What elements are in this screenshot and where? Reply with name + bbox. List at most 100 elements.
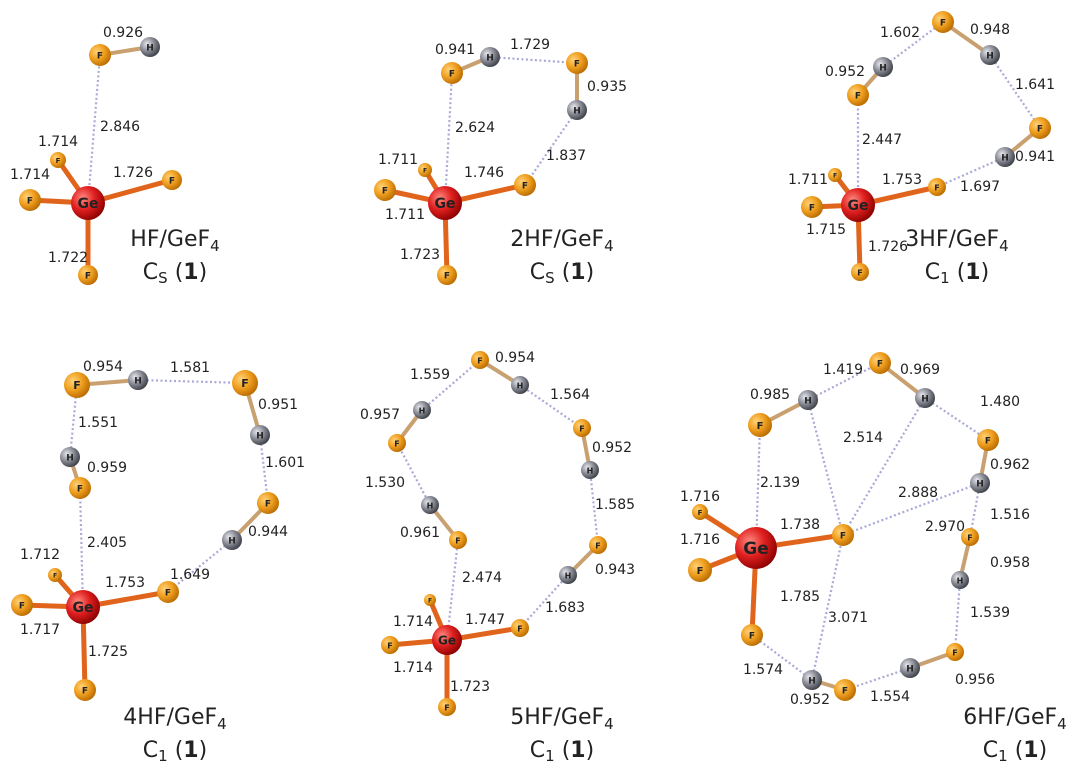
atom-label: F — [940, 19, 946, 29]
atom-label: F — [985, 437, 991, 447]
atom-label: F — [522, 182, 528, 192]
bond-length: 1.726 — [868, 239, 908, 255]
bond-length: 1.753 — [105, 575, 145, 591]
bond-length: 1.581 — [170, 360, 210, 376]
symmetry-letter: C — [530, 260, 545, 285]
bond-length: 3.071 — [828, 610, 868, 626]
bond-length: 1.564 — [550, 387, 590, 403]
bond-length: 1.683 — [545, 600, 585, 616]
formula-sub: 4 — [1057, 715, 1067, 733]
formula-main: 5HF/GeF — [510, 705, 604, 730]
molecule-panel: GeFHFHFHFHFHFFFF1.5590.9540.9571.5640.95… — [360, 350, 635, 765]
hydrogen-bond — [168, 540, 232, 592]
atom-label: F — [82, 687, 88, 697]
symmetry-open: ( — [555, 260, 571, 285]
symmetry-open: ( — [168, 738, 184, 763]
hydrogen-bond — [812, 535, 843, 680]
atom-label: H — [976, 480, 984, 490]
atom-label: F — [73, 379, 81, 392]
atom-label: F — [842, 687, 848, 697]
atom-label: F — [77, 485, 83, 495]
bond-length: 0.943 — [595, 562, 635, 578]
symmetry-close: ) — [199, 260, 208, 285]
bond-length: 0.961 — [400, 525, 440, 541]
molecule-panel: GeFHFHFHFFFF0.9521.6020.9481.6410.9412.4… — [788, 11, 1055, 287]
bond-length: 1.714 — [10, 167, 50, 183]
molecule-panel: GeFHFFFF0.9262.8461.7141.7141.7261.722HF… — [10, 25, 220, 287]
bond-length: 0.957 — [360, 407, 400, 423]
atom-label: F — [477, 357, 482, 366]
bond-length: 2.624 — [455, 120, 495, 136]
hydrogen-bond — [955, 580, 960, 652]
atom-label: H — [986, 52, 994, 62]
hydrogen-bond — [445, 73, 452, 203]
atom-label: Ge — [78, 196, 99, 212]
bond-length: 0.941 — [435, 42, 475, 58]
bond-length: 0.948 — [970, 22, 1010, 38]
hydrogen-bond — [397, 443, 430, 505]
atom-label: F — [53, 573, 57, 580]
bond-length: 0.952 — [825, 64, 865, 80]
hydrogen-bond — [808, 400, 843, 535]
symmetry: C1 (1) — [530, 738, 594, 765]
hydrogen-bond — [490, 57, 577, 63]
bond-length: 1.837 — [546, 148, 586, 164]
bond-length: 1.551 — [78, 415, 118, 431]
atom-label: F — [19, 602, 25, 612]
atom-label: H — [134, 377, 142, 387]
bond-length: 2.139 — [760, 475, 800, 491]
formula: 5HF/GeF4 — [510, 705, 613, 733]
atom-label: F — [698, 509, 703, 517]
symmetry-open: ( — [1008, 738, 1024, 763]
atom-label: F — [387, 642, 392, 651]
bond-length: 0.985 — [750, 387, 790, 403]
atom-label: F — [967, 534, 972, 543]
bond-length: 1.601 — [265, 455, 305, 471]
hydrogen-bond — [843, 398, 925, 535]
atom-label: Ge — [743, 539, 768, 559]
atom-label: F — [517, 625, 522, 634]
symmetry-sub: S — [545, 269, 555, 287]
bond-length: 1.649 — [170, 567, 210, 583]
symmetry-sub: 1 — [998, 747, 1008, 765]
formula-main: 2HF/GeF — [510, 227, 604, 252]
atom-label: F — [757, 421, 764, 432]
atom-label: H — [517, 382, 524, 391]
symmetry-sub: S — [158, 269, 168, 287]
bond-length: 1.559 — [410, 367, 450, 383]
bond-length: 1.480 — [980, 394, 1020, 410]
atom-label: H — [1001, 154, 1009, 164]
atom-label: F — [809, 204, 815, 214]
formula: HF/GeF4 — [130, 227, 219, 255]
atom-label: F — [579, 425, 584, 434]
hydrogen-bond — [138, 380, 245, 383]
symmetry-open: ( — [950, 260, 966, 285]
atom-label: H — [957, 577, 964, 586]
formula-sub: 4 — [210, 237, 220, 255]
atom-label: F — [952, 649, 957, 658]
bond-length: 1.516 — [990, 507, 1030, 523]
atom-label: F — [97, 52, 103, 62]
bond-length: 0.954 — [495, 350, 535, 366]
atom-label: H — [906, 665, 914, 675]
bond-length: 0.951 — [258, 397, 298, 413]
atom-label: H — [256, 432, 264, 442]
bond-length: 1.714 — [38, 134, 78, 150]
bond-length: 2.447 — [862, 132, 902, 148]
symmetry-open: ( — [555, 738, 571, 763]
hydrogen-bond — [80, 488, 83, 607]
bond-length: 1.785 — [780, 589, 820, 605]
bond-length: 0.941 — [1015, 149, 1055, 165]
atom-label: H — [66, 454, 74, 464]
symmetry-letter: C — [143, 260, 158, 285]
atom-label: F — [574, 60, 580, 70]
bond-length: 1.697 — [960, 179, 1000, 195]
bond-length: 0.952 — [790, 692, 830, 708]
formula: 2HF/GeF4 — [510, 227, 613, 255]
bond-length: 1.729 — [510, 37, 550, 53]
bond-length: 1.725 — [88, 644, 128, 660]
bond-length: 1.753 — [882, 172, 922, 188]
atom-label: F — [382, 187, 388, 197]
